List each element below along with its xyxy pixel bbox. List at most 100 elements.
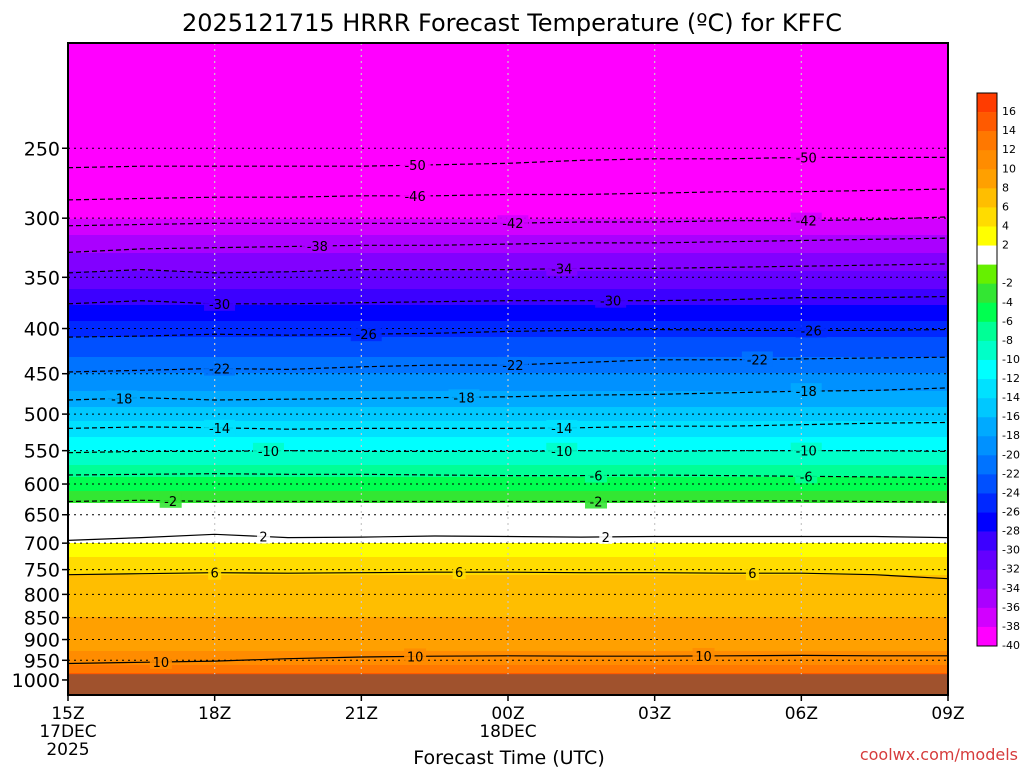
fill-band xyxy=(68,503,948,506)
colorbar-label: -22 xyxy=(1002,467,1020,480)
fill-band xyxy=(68,557,948,560)
y-tick-label: 1000 xyxy=(12,670,60,692)
fill-band xyxy=(68,519,948,522)
contour-label: -22 xyxy=(747,353,768,368)
contour-label-bg xyxy=(497,215,529,231)
contour-line xyxy=(67,188,949,201)
contour-label: -6 xyxy=(800,470,813,485)
fill-band xyxy=(68,431,948,434)
contour-label: -2 xyxy=(590,496,603,511)
contour-label: -30 xyxy=(209,298,230,313)
x-tick-label: 15Z xyxy=(51,704,84,724)
fill-band xyxy=(68,267,948,270)
contour-label-bg xyxy=(790,212,822,228)
fill-band xyxy=(68,617,948,620)
fill-band xyxy=(68,615,948,618)
fill-band xyxy=(68,479,948,482)
fill-band xyxy=(68,303,948,306)
colorbar-segment xyxy=(977,417,997,437)
contour-label: -10 xyxy=(258,445,279,460)
fill-band xyxy=(68,81,948,84)
fill-band xyxy=(68,453,948,456)
chart-title: 2025121715 HRRR Forecast Temperature (ºC… xyxy=(182,9,842,37)
fill-band xyxy=(68,425,948,428)
fill-band xyxy=(68,77,948,80)
fill-band xyxy=(68,261,948,264)
fill-band xyxy=(68,381,948,384)
fill-band xyxy=(68,507,948,510)
fill-band xyxy=(68,179,948,182)
fill-band xyxy=(68,153,948,156)
fill-band xyxy=(68,89,948,92)
ground-below-surface xyxy=(68,674,948,695)
contour-label: -26 xyxy=(356,328,377,343)
x-axis-label: Forecast Time (UTC) xyxy=(413,747,604,768)
fill-band xyxy=(68,527,948,530)
contour-label: -22 xyxy=(209,363,230,378)
fill-band xyxy=(68,125,948,128)
colorbar-segment xyxy=(977,626,997,647)
fill-band xyxy=(68,411,948,414)
fill-band xyxy=(68,491,948,494)
contour-line xyxy=(67,328,949,338)
colorbar-label: 2 xyxy=(1002,239,1009,252)
fill-band xyxy=(68,239,948,242)
fill-band xyxy=(68,659,948,662)
fill-band xyxy=(68,137,948,140)
colorbar-segment xyxy=(977,550,997,571)
fill-band xyxy=(68,117,948,120)
fill-band xyxy=(68,663,948,666)
contour-label-bg xyxy=(795,468,818,484)
fill-band xyxy=(68,645,948,648)
colorbar-label: -36 xyxy=(1002,601,1020,614)
y-tick-label: 600 xyxy=(24,474,60,496)
fill-band xyxy=(68,293,948,296)
contour-label-bg xyxy=(149,653,172,669)
y-tick-label: 850 xyxy=(24,608,60,630)
fill-band xyxy=(68,161,948,164)
contour-label-bg xyxy=(301,238,333,254)
x-tick-label: 03Z xyxy=(638,704,671,724)
contour-label-bg xyxy=(745,565,759,581)
contour-label-bg xyxy=(257,528,271,544)
fill-band xyxy=(68,389,948,392)
fill-band xyxy=(68,669,948,672)
contour-line xyxy=(67,156,948,169)
fill-band xyxy=(68,555,948,558)
contour-line xyxy=(67,450,949,454)
fill-band xyxy=(68,353,948,356)
y-tick-label: 550 xyxy=(24,441,60,463)
fill-band xyxy=(68,249,948,252)
fill-band xyxy=(68,569,948,572)
contour-label-bg xyxy=(404,648,427,664)
contour-label: 6 xyxy=(211,567,219,582)
fill-band xyxy=(68,401,948,404)
fill-band xyxy=(68,231,948,234)
y-tick-label: 400 xyxy=(24,319,60,341)
fill-band xyxy=(68,603,948,606)
contour-label-bg xyxy=(208,564,222,580)
fill-band xyxy=(68,255,948,258)
fill-band xyxy=(68,591,948,594)
contour-label-bg xyxy=(790,442,822,458)
fill-band xyxy=(68,573,948,576)
fill-band xyxy=(68,563,948,566)
fill-band xyxy=(68,627,948,630)
colorbar-label: -10 xyxy=(1002,353,1020,366)
fill-band xyxy=(68,575,948,578)
fill-band xyxy=(68,323,948,326)
y-tick-label: 450 xyxy=(24,364,60,386)
fill-band xyxy=(68,509,948,512)
fill-band xyxy=(68,537,948,540)
fill-band xyxy=(68,653,948,656)
fill-band xyxy=(68,377,948,380)
y-tick-label: 700 xyxy=(24,533,60,555)
contour-line xyxy=(67,499,949,503)
colorbar-label: -32 xyxy=(1002,563,1020,576)
fill-band xyxy=(68,329,948,332)
colorbar-segment xyxy=(977,569,997,590)
x-tick-label: 06Z xyxy=(785,704,818,724)
fill-band xyxy=(68,633,948,636)
